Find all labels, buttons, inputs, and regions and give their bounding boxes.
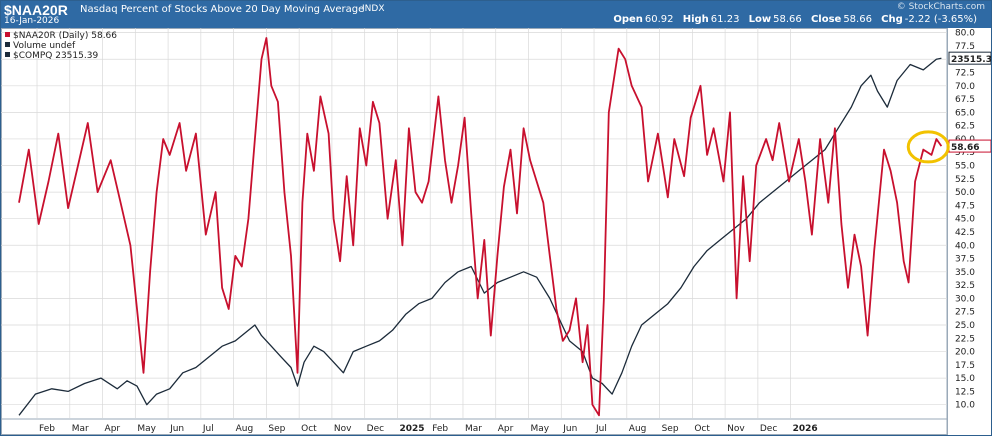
naa20r-value-tag: 58.66: [951, 143, 979, 153]
y-tick-label: 10.0: [955, 401, 975, 411]
x-tick-label: Mar: [72, 424, 89, 434]
low-label: Low: [748, 14, 772, 25]
symbol-label: $NAA20R: [4, 2, 68, 18]
legend-volume: Volume undef: [13, 41, 76, 51]
x-tick-label: Oct: [301, 424, 317, 434]
x-tick-label: Nov: [334, 424, 352, 434]
series-naa20r-line: [18, 37, 943, 417]
y-tick-label: 72.5: [955, 69, 975, 79]
y-tick-label: 32.5: [955, 281, 975, 291]
y-tick-label: 20.0: [955, 348, 975, 358]
x-tick-label: Jul: [595, 424, 607, 434]
x-tick-label: Mar: [465, 424, 482, 434]
x-tick-label: May: [531, 424, 550, 434]
x-tick-label: Apr: [105, 424, 121, 434]
x-tick-label: 2025: [399, 424, 424, 434]
high-value: 61.23: [710, 14, 740, 25]
y-tick-label: 47.5: [955, 201, 975, 211]
x-tick-label: Dec: [367, 424, 384, 434]
y-tick-label: 80.0: [955, 29, 975, 39]
compq-value-tag: 23515.3: [951, 55, 991, 65]
y-axis: 10.0 12.5 15.0 17.5 20.0 22.5 25.0 27.5 30.0 32.5…: [955, 29, 975, 411]
price-chart[interactable]: 10.0 12.5 15.0 17.5 20.0 22.5 25.0 27.5 30.0 32.5…: [1, 28, 991, 435]
legend-swatch-compq: [5, 52, 10, 57]
y-tick-label: 45.0: [955, 215, 975, 225]
close-value: 58.66: [843, 14, 872, 25]
symbol-description: Nasdaq Percent of Stocks Above 20 Day Mo…: [80, 4, 365, 15]
x-tick-label: Aug: [629, 424, 647, 434]
y-tick-label: 37.5: [955, 255, 975, 265]
legend-swatch-volume: [5, 42, 10, 47]
y-tick-label: 25.0: [955, 321, 975, 331]
legend-compq: $COMPQ 23515.39: [13, 51, 98, 61]
y-tick-label: 42.5: [955, 228, 975, 238]
y-tick-label: 55.0: [955, 162, 975, 172]
x-tick-label: Oct: [694, 424, 710, 434]
x-tick-label: May: [137, 424, 156, 434]
close-label: Close: [810, 14, 842, 25]
y-tick-label: 30.0: [955, 294, 975, 304]
x-tick-label: Jul: [202, 424, 214, 434]
x-tick-label: Sep: [268, 424, 285, 434]
grid: [1, 28, 948, 435]
highlight-circle: [906, 130, 950, 164]
open-label: Open: [613, 14, 643, 25]
x-tick-label: Nov: [727, 424, 745, 434]
low-value: 58.66: [773, 14, 802, 25]
x-tick-label: Jun: [562, 424, 577, 434]
chg-label: Chg: [881, 14, 903, 25]
x-tick-label: Dec: [760, 424, 777, 434]
y-tick-label: 27.5: [955, 308, 975, 318]
exchange-label: INDX: [362, 4, 385, 14]
brand-label: © StockCharts.com: [896, 2, 985, 12]
open-value: 60.92: [644, 14, 674, 25]
x-tick-label: Feb: [39, 424, 55, 434]
series-compq-line: [18, 57, 942, 416]
y-tick-label: 52.5: [955, 175, 975, 185]
x-tick-label: Sep: [662, 424, 679, 434]
legend-swatch-naa20r: [5, 32, 10, 37]
y-tick-label: 17.5: [955, 361, 975, 371]
date-label: 16-Jan-2026: [4, 16, 60, 26]
y-tick-label: 40.0: [955, 241, 975, 251]
y-tick-label: 57.5: [955, 148, 975, 158]
x-tick-label: Feb: [432, 424, 448, 434]
high-label: High: [682, 14, 709, 25]
chg-value: -2.22 (-3.65%): [904, 14, 977, 25]
x-tick-label: Apr: [498, 424, 514, 434]
y-tick-label: 50.0: [955, 188, 975, 198]
y-tick-label: 12.5: [955, 387, 975, 397]
y-tick-label: 22.5: [955, 334, 975, 344]
y-tick-label: 70.0: [955, 82, 975, 92]
legend: $NAA20R (Daily) 58.66 Volume undef $COMP…: [5, 31, 117, 61]
x-tick-label: Jun: [169, 424, 184, 434]
x-tick-label: Aug: [236, 424, 254, 434]
compq-value-tag-box: [948, 51, 991, 65]
series-layer: [18, 37, 943, 417]
y-tick-label: 77.5: [955, 42, 975, 52]
value-tags: 23515.3 58.66: [906, 51, 991, 164]
legend-naa20r: $NAA20R (Daily) 58.66: [13, 31, 117, 41]
y-tick-label: 35.0: [955, 268, 975, 278]
y-tick-label: 62.5: [955, 122, 975, 132]
ohlc-readout: Open 60.92 High 61.23 Low 58.66 Close 58.66 …: [607, 14, 977, 25]
y-tick-label: 67.5: [955, 95, 975, 105]
title-bar: $NAA20R Nasdaq Percent of Stocks Above 2…: [1, 1, 991, 28]
y-tick-label: 15.0: [955, 374, 975, 384]
y-tick-label: 65.0: [955, 108, 975, 118]
x-tick-label: 2026: [793, 424, 818, 434]
x-axis: Feb Mar Apr May Jun Jul Aug Sep Oct Nov Dec 2025 Feb…: [39, 424, 818, 434]
